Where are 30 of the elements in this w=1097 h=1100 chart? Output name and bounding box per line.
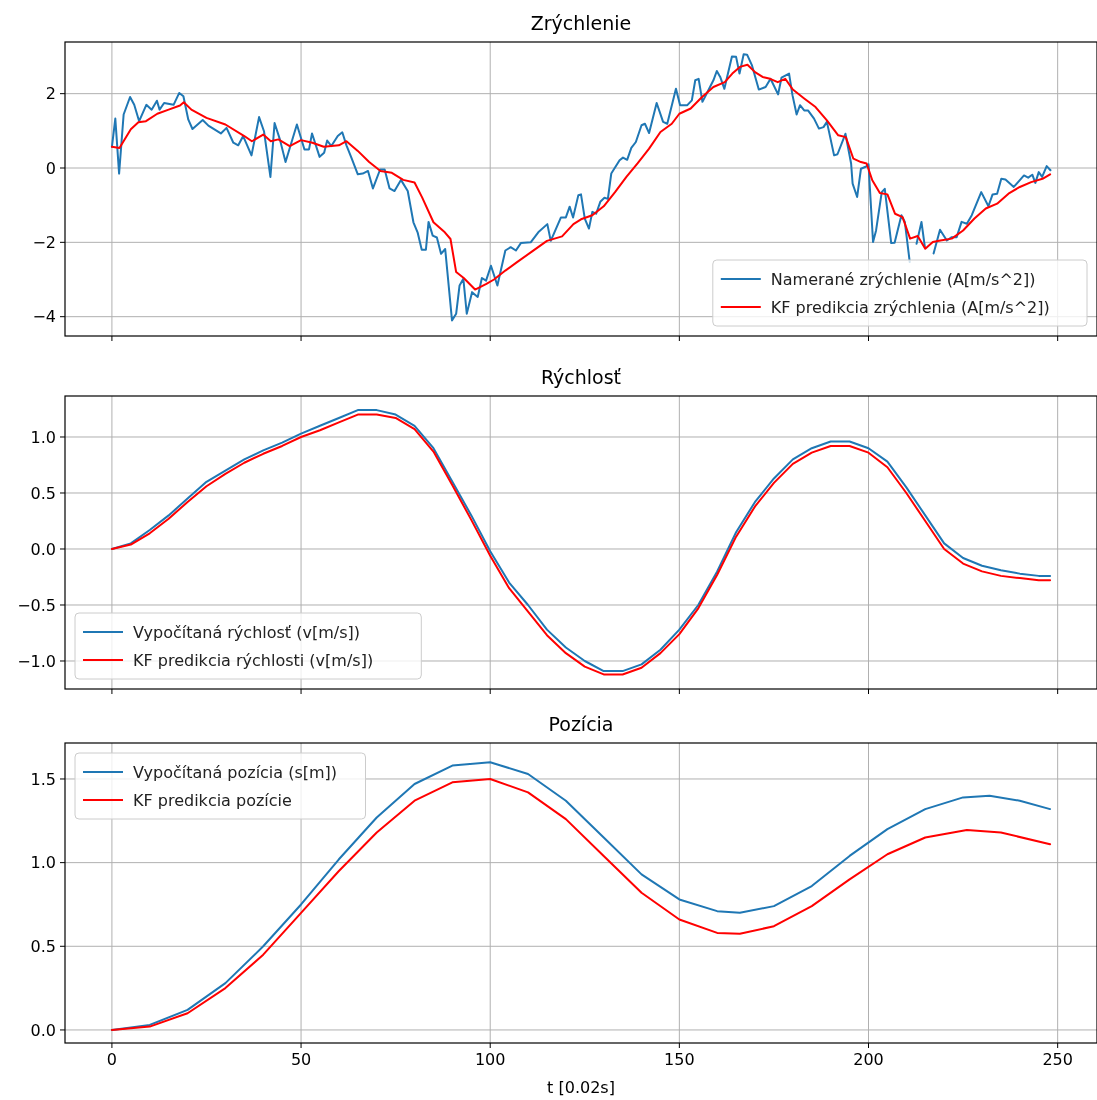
- x-tick-label: 150: [664, 1050, 695, 1069]
- legend-label: KF predikcia pozície: [133, 790, 292, 810]
- y-tick-label: 2: [45, 84, 56, 104]
- x-tick-label: 50: [290, 1050, 312, 1069]
- y-tick-label: 0.0: [30, 1020, 56, 1040]
- line-series: [110, 63, 1052, 291]
- x-tick-label: 200: [853, 1050, 884, 1069]
- y-tick-label: −4: [32, 307, 56, 327]
- y-tick-label: 1.0: [30, 427, 56, 447]
- y-tick-label: −1.0: [17, 651, 56, 671]
- legend-label: KF predikcia zrýchlenia (A[m/s^2]): [770, 297, 1050, 317]
- y-tick-label: 1.5: [30, 769, 56, 789]
- y-tick-label: 0.0: [30, 539, 56, 559]
- x-tick-label: 250: [1042, 1050, 1073, 1069]
- chart-title: Rýchlosť: [540, 366, 622, 388]
- legend-label: Vypočítaná pozícia (s[m]): [133, 762, 338, 782]
- y-tick-label: 0.5: [30, 483, 56, 503]
- chart-title: Pozícia: [548, 713, 614, 735]
- y-tick-label: 0.5: [30, 936, 56, 956]
- y-tick-label: 1.0: [30, 853, 56, 873]
- chart-title: Zrýchlenie: [530, 12, 632, 34]
- legend-label: KF predikcia rýchlosti (v[m/s]): [133, 650, 374, 670]
- y-tick-label: 0: [45, 158, 56, 178]
- legend-label: Namerané zrýchlenie (A[m/s^2]): [770, 269, 1036, 289]
- x-axis-title: t [0.02s]: [547, 1078, 615, 1097]
- y-tick-label: −2: [32, 232, 56, 252]
- x-tick-label: 100: [474, 1050, 506, 1069]
- y-tick-label: −0.5: [17, 595, 56, 615]
- legend-label: Vypočítaná rýchlosť (v[m/s]): [133, 622, 360, 642]
- x-tick-label: 0: [106, 1050, 117, 1069]
